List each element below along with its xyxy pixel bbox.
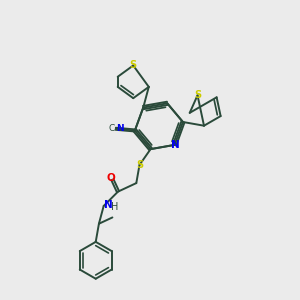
Text: S: S <box>194 90 201 100</box>
Text: C: C <box>108 124 114 133</box>
Text: S: S <box>136 160 143 170</box>
Text: H: H <box>111 202 119 212</box>
Text: N: N <box>104 200 113 210</box>
Text: N: N <box>171 140 180 150</box>
Text: S: S <box>130 61 137 70</box>
Text: O: O <box>106 173 115 183</box>
Text: N: N <box>116 124 123 133</box>
